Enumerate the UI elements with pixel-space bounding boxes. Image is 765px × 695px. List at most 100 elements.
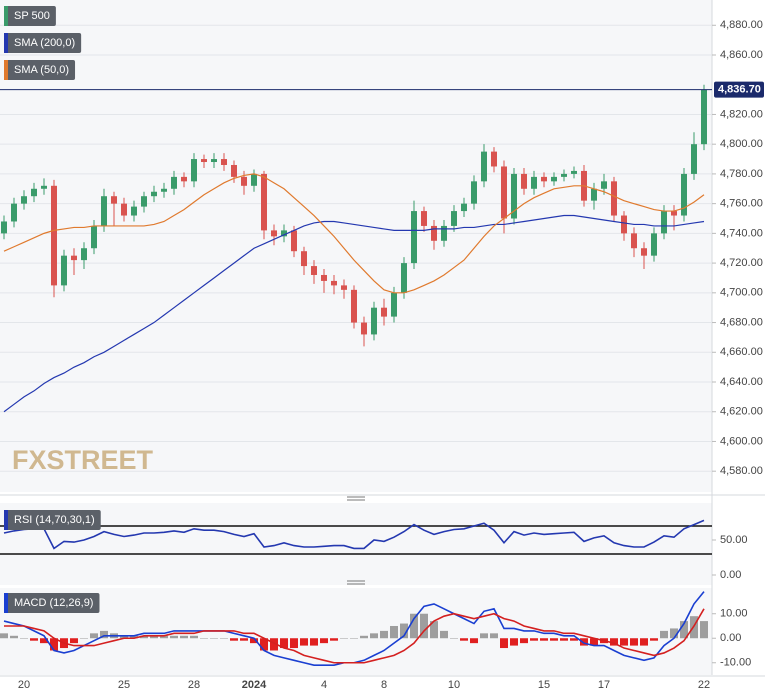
candle-body (261, 173, 267, 231)
y-tick-label: 4,620.00 (720, 406, 763, 418)
candle-body (421, 211, 427, 226)
histogram-bar (210, 638, 218, 639)
candle-body (231, 164, 237, 177)
candle-body (381, 307, 387, 317)
candle-body (671, 211, 677, 216)
watermark: FXSTREET (12, 445, 154, 475)
y-tick-label: 50.00 (720, 534, 748, 546)
candle-body (701, 89, 707, 145)
candle-body (351, 289, 357, 323)
legend-label: SMA (200,0) (14, 37, 75, 49)
series-line (3, 214, 705, 413)
candle-body (681, 173, 687, 216)
y-tick-label: 4,820.00 (720, 108, 763, 120)
histogram-bar (440, 630, 448, 639)
y-tick-label: 0.00 (720, 632, 741, 644)
histogram-bar (100, 630, 108, 639)
histogram-bar (620, 638, 628, 646)
x-tick-label: 20 (18, 679, 30, 691)
histogram-bar (130, 635, 138, 639)
candle-body (431, 225, 437, 241)
y-tick-label: 4,800.00 (720, 138, 763, 150)
candle-body (161, 188, 167, 192)
y-tick-label: 4,780.00 (720, 168, 763, 180)
histogram-bar (220, 638, 228, 639)
candle-body (291, 230, 297, 252)
legend-swatch (4, 593, 8, 613)
histogram-bar (590, 638, 598, 646)
candle-body (641, 248, 647, 256)
candle-body (51, 185, 57, 286)
histogram-bar (410, 613, 418, 639)
candle-body (111, 196, 117, 204)
histogram-bar (490, 633, 498, 639)
candle-body (621, 215, 627, 234)
last-price-box (714, 81, 764, 98)
rsi-panel (0, 503, 712, 585)
candle-body (1, 221, 7, 234)
legend-box (4, 593, 100, 613)
histogram-bar (230, 638, 238, 641)
histogram-bar (640, 638, 648, 646)
candle-body (61, 255, 67, 286)
candle-body (461, 203, 467, 212)
candle-body (221, 159, 227, 165)
series-line (3, 173, 705, 294)
macd-panel (0, 588, 712, 675)
candle-body (181, 176, 187, 182)
candle-body (361, 322, 367, 335)
histogram-bar (480, 633, 488, 639)
y-tick-label: 4,600.00 (720, 435, 763, 447)
histogram-bar (180, 635, 188, 639)
histogram-bar (520, 638, 528, 644)
histogram-bar (160, 635, 168, 639)
candle-body (271, 230, 277, 237)
y-tick-label: 4,740.00 (720, 227, 763, 239)
histogram-bar (320, 638, 328, 644)
candle-body (251, 173, 257, 186)
histogram-bar (140, 635, 148, 639)
histogram-bar (530, 638, 538, 641)
x-tick-label: 2024 (242, 679, 267, 691)
candle-body (21, 196, 27, 204)
histogram-bar (700, 621, 708, 639)
histogram-bar (290, 638, 298, 649)
resize-handle[interactable] (347, 496, 365, 585)
candle-body (471, 181, 477, 204)
histogram-bar (40, 638, 48, 644)
histogram-bar (460, 638, 468, 641)
candle-body (451, 211, 457, 226)
candle-body (501, 166, 507, 219)
y-tick-label: 4,580.00 (720, 465, 763, 477)
candle-body (321, 274, 327, 281)
candle-body (101, 196, 107, 226)
series-line (3, 519, 705, 550)
candle-body (491, 151, 497, 167)
histogram-bar (300, 638, 308, 646)
candle-body (301, 251, 307, 267)
candle-body (91, 225, 97, 249)
histogram-bar (30, 638, 38, 641)
candle-body (441, 225, 447, 241)
histogram-bar (330, 638, 338, 641)
candle-body (531, 176, 537, 189)
histogram-bar (400, 623, 408, 639)
y-tick-label: 4,720.00 (720, 257, 763, 269)
histogram-bar (0, 633, 8, 639)
histogram-bar (630, 638, 638, 646)
candle-body (371, 307, 377, 335)
candle-body (541, 176, 547, 182)
histogram-bar (680, 621, 688, 639)
y-tick-label: 0.00 (720, 569, 741, 581)
candle-body (411, 211, 417, 264)
candle-body (601, 181, 607, 189)
histogram-bar (190, 635, 198, 639)
y-tick-label: 4,680.00 (720, 316, 763, 328)
y-tick-label: 4,700.00 (720, 287, 763, 299)
x-tick-label: 28 (188, 679, 200, 691)
y-tick-label: 4,880.00 (720, 19, 763, 31)
histogram-bar (280, 638, 288, 649)
histogram-bar (610, 638, 618, 646)
candle-body (401, 263, 407, 293)
